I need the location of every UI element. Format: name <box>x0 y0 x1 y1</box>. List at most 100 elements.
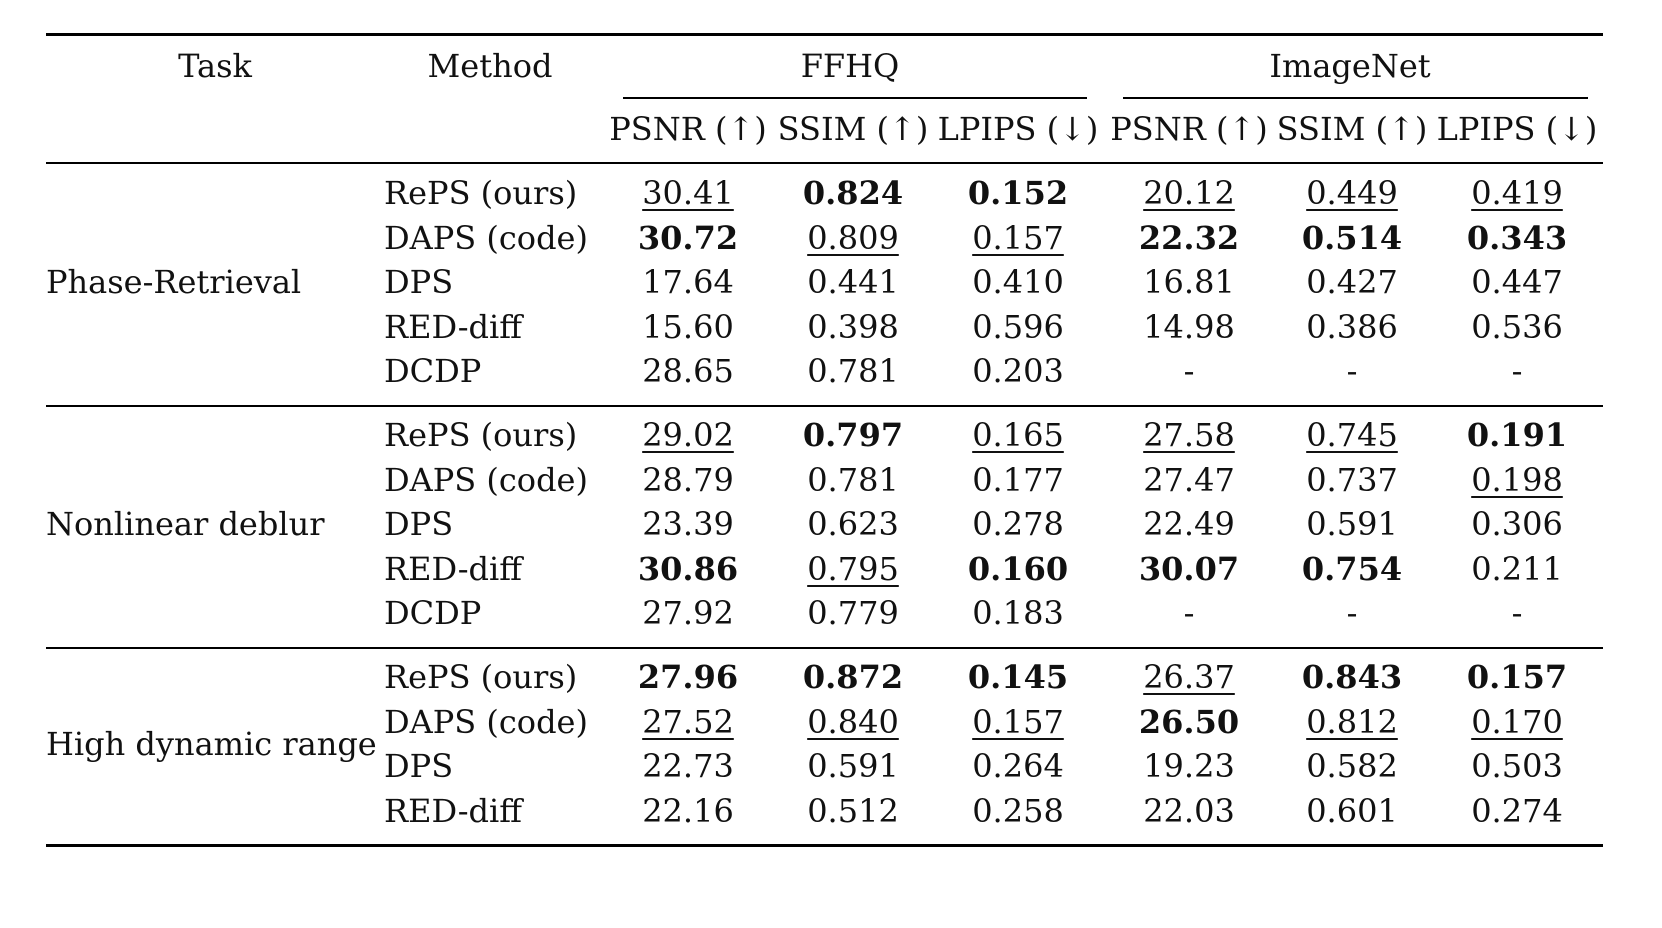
header-metric: SSIM (↑) <box>777 110 929 148</box>
method-label: RePS (ours) <box>384 174 578 212</box>
table-cell: 0.306 <box>1471 505 1563 543</box>
table-cell: 22.32 <box>1138 218 1240 257</box>
method-label: DAPS (code) <box>384 460 588 499</box>
table-cell: 0.419 <box>1471 174 1563 212</box>
method-label: DAPS (code) <box>384 218 588 257</box>
table-cell: - <box>1511 352 1523 390</box>
table-cell: 0.591 <box>807 747 899 785</box>
header-group-imagenet: ImageNet <box>1269 47 1431 85</box>
table-cell: 28.65 <box>642 352 734 390</box>
method-label: RED-diff <box>384 307 522 346</box>
table-cell: 20.12 <box>1143 174 1235 212</box>
table-cell: 23.39 <box>642 505 734 543</box>
header-metric: LPIPS (↓) <box>937 110 1099 148</box>
header-group-ffhq: FFHQ <box>800 47 900 85</box>
table-cell: 0.427 <box>1306 263 1398 301</box>
table-cell: 0.797 <box>802 416 904 454</box>
header-metric: PSNR (↑) <box>609 110 767 148</box>
ffhq-cmidrule <box>623 97 1087 99</box>
table-cell: 0.872 <box>802 658 904 696</box>
table-cell: 0.512 <box>807 791 899 830</box>
method-label: DPS <box>384 505 454 543</box>
table-cell: 0.157 <box>1466 658 1568 696</box>
group-separator <box>46 405 1603 407</box>
task-label: Phase-Retrieval <box>46 263 302 301</box>
method-label: DPS <box>384 263 454 301</box>
table-cell: 22.16 <box>642 791 734 830</box>
table-cell: 27.47 <box>1143 460 1235 499</box>
table-cell: 0.812 <box>1306 702 1398 741</box>
table-cell: 14.98 <box>1143 307 1235 346</box>
table-cell: 0.824 <box>802 174 904 212</box>
table-cell: - <box>1346 352 1358 390</box>
imagenet-cmidrule <box>1123 97 1588 99</box>
table-cell: 0.258 <box>972 791 1064 830</box>
method-label: RePS (ours) <box>384 416 578 454</box>
top-rule <box>46 33 1603 36</box>
header-rule <box>46 162 1603 164</box>
table-cell: 28.79 <box>642 460 734 499</box>
table-cell: 19.23 <box>1143 747 1235 785</box>
table-cell: 0.809 <box>807 218 899 257</box>
table-cell: 22.73 <box>642 747 734 785</box>
table-cell: 0.737 <box>1306 460 1398 499</box>
table-cell: 0.183 <box>972 594 1064 632</box>
table-cell: 0.386 <box>1306 307 1398 346</box>
table-cell: 0.398 <box>807 307 899 346</box>
table-cell: 0.145 <box>967 658 1069 696</box>
header-task: Task <box>178 47 252 85</box>
bottom-rule <box>46 844 1603 847</box>
table-cell: 26.50 <box>1138 702 1240 741</box>
header-metric: PSNR (↑) <box>1110 110 1268 148</box>
table-cell: 0.410 <box>972 263 1064 301</box>
table-cell: 0.449 <box>1306 174 1398 212</box>
table-cell: 0.203 <box>972 352 1064 390</box>
table-cell: 30.07 <box>1138 549 1240 588</box>
table-cell: 16.81 <box>1143 263 1235 301</box>
method-label: DAPS (code) <box>384 702 588 741</box>
table-cell: 0.601 <box>1306 791 1398 830</box>
table-cell: 0.278 <box>972 505 1064 543</box>
table-cell: 29.02 <box>642 416 734 454</box>
table-cell: 0.745 <box>1306 416 1398 454</box>
method-label: DPS <box>384 747 454 785</box>
table-cell: 0.170 <box>1471 702 1563 741</box>
table-cell: 0.754 <box>1301 549 1403 588</box>
table-cell: 22.03 <box>1143 791 1235 830</box>
table-cell: 30.72 <box>637 218 739 257</box>
table-cell: 0.781 <box>807 352 899 390</box>
method-label: RePS (ours) <box>384 658 578 696</box>
method-label: DCDP <box>384 352 482 390</box>
table-cell: 0.160 <box>967 549 1069 588</box>
table-cell: 0.843 <box>1301 658 1403 696</box>
header-metric: SSIM (↑) <box>1276 110 1428 148</box>
table-cell: 0.264 <box>972 747 1064 785</box>
task-label: High dynamic range <box>46 724 377 763</box>
table-cell: - <box>1183 352 1195 390</box>
header-method: Method <box>427 47 553 85</box>
table-cell: 0.274 <box>1471 791 1563 830</box>
table-cell: 27.96 <box>637 658 739 696</box>
table-cell: - <box>1511 594 1523 632</box>
table-cell: 0.503 <box>1471 747 1563 785</box>
table-cell: 17.64 <box>642 263 734 301</box>
table-cell: 0.198 <box>1471 460 1563 499</box>
table-cell: 0.157 <box>972 702 1064 741</box>
table-cell: 0.623 <box>807 505 899 543</box>
table-cell: 0.779 <box>807 594 899 632</box>
method-label: DCDP <box>384 594 482 632</box>
table-cell: 0.795 <box>807 549 899 588</box>
table-cell: 0.191 <box>1466 416 1568 454</box>
header-metric: LPIPS (↓) <box>1436 110 1598 148</box>
table-cell: 26.37 <box>1143 658 1235 696</box>
table-cell: 0.177 <box>972 460 1064 499</box>
table-cell: 27.92 <box>642 594 734 632</box>
table-cell: - <box>1183 594 1195 632</box>
table-cell: 0.582 <box>1306 747 1398 785</box>
table-cell: 0.596 <box>972 307 1064 346</box>
task-label: Nonlinear deblur <box>46 505 325 543</box>
method-label: RED-diff <box>384 549 522 588</box>
table-cell: 0.211 <box>1471 549 1563 588</box>
table-cell: 0.165 <box>972 416 1064 454</box>
